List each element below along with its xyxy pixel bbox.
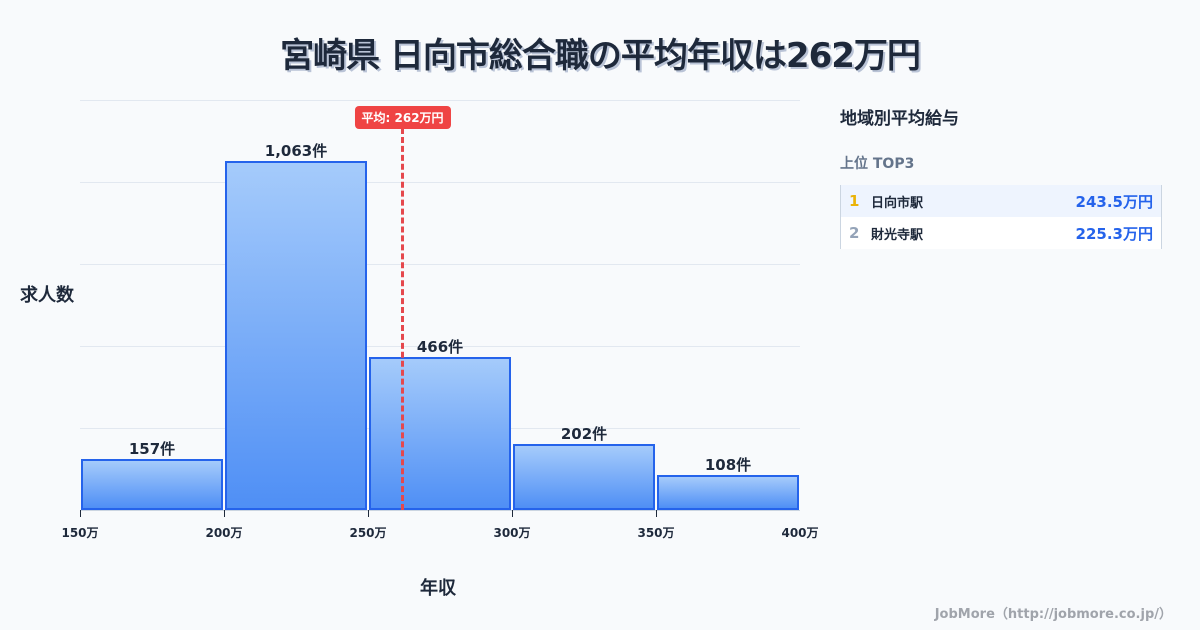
x-tick-label: 400万 — [781, 526, 819, 540]
x-tick-label: 300万 — [493, 526, 531, 540]
x-tick — [224, 510, 225, 517]
x-tick — [80, 510, 81, 517]
panel-subtitle: 上位 TOP3 — [840, 156, 915, 172]
histogram-bar — [657, 474, 799, 510]
average-badge: 平均: 262万円 — [354, 106, 451, 129]
bar-value-label: 466件 — [416, 338, 464, 357]
x-tick-label: 200万 — [205, 526, 243, 540]
rank-number: 2 — [849, 224, 860, 242]
x-tick-label: 350万 — [637, 526, 675, 540]
x-tick — [512, 510, 513, 517]
gridline — [80, 346, 800, 347]
histogram-bar — [81, 458, 223, 510]
average-salary: 225.3万円 — [1075, 224, 1153, 243]
gridline — [80, 182, 800, 183]
rank-number: 1 — [849, 192, 860, 210]
station-name: 財光寺駅 — [871, 227, 924, 243]
x-tick-label: 150万 — [61, 526, 99, 540]
gridline — [80, 100, 800, 101]
ranking-row: 2 財光寺駅 225.3万円 — [841, 217, 1161, 249]
ranking-row: 1 日向市駅 243.5万円 — [841, 185, 1161, 217]
average-salary: 243.5万円 — [1075, 192, 1153, 211]
ranking-list: 1 日向市駅 243.5万円 2 財光寺駅 225.3万円 — [840, 185, 1162, 249]
bar-value-label: 157件 — [128, 439, 176, 458]
page-title: 宮崎県 日向市総合職の平均年収は262万円 — [280, 36, 921, 76]
y-axis-label: 求人数 — [20, 285, 74, 306]
histogram-bar — [225, 161, 367, 510]
gridline — [80, 264, 800, 265]
histogram-chart: 157件 1,063件 466件 202件 108件 150万 200万 250万 300万 3… — [20, 100, 819, 599]
x-tick-label: 250万 — [349, 526, 387, 540]
panel-title: 地域別平均給与 — [840, 109, 959, 129]
bar-value-label: 202件 — [560, 424, 608, 443]
histogram-bar — [513, 443, 655, 510]
station-name: 日向市駅 — [871, 195, 924, 211]
bar-value-label: 108件 — [704, 455, 752, 474]
footer-credit: JobMore（http://jobmore.co.jp/） — [934, 607, 1172, 622]
bar-value-label: 1,063件 — [264, 142, 328, 161]
x-tick — [368, 510, 369, 517]
x-axis-line — [80, 510, 800, 511]
average-line — [401, 128, 405, 510]
regional-salary-panel: 地域別平均給与 上位 TOP3 1 日向市駅 243.5万円 2 財光寺駅 22… — [840, 104, 1162, 249]
x-tick — [656, 510, 657, 517]
x-axis-label: 年収 — [420, 578, 456, 599]
histogram-bar — [369, 357, 511, 510]
